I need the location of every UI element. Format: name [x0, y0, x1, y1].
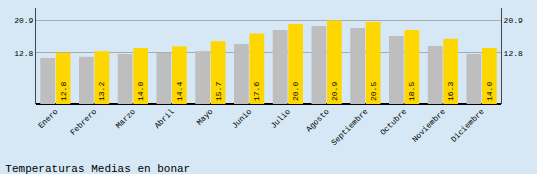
svg-text:15.7: 15.7 [214, 82, 223, 101]
svg-text:Octubre: Octubre [378, 107, 408, 137]
svg-text:14.0: 14.0 [485, 82, 494, 101]
svg-text:20.9: 20.9 [504, 16, 523, 25]
svg-text:12.8: 12.8 [59, 82, 68, 101]
svg-text:17.6: 17.6 [252, 82, 261, 101]
svg-text:Mayo: Mayo [195, 107, 215, 127]
svg-text:20.5: 20.5 [369, 82, 378, 101]
svg-text:12.8: 12.8 [504, 49, 523, 58]
svg-text:Marzo: Marzo [114, 107, 137, 130]
svg-text:20.9: 20.9 [330, 82, 339, 101]
svg-text:16.3: 16.3 [446, 82, 455, 101]
svg-text:Enero: Enero [36, 107, 59, 130]
svg-text:Junio: Junio [230, 107, 253, 130]
svg-text:Noviembre: Noviembre [410, 107, 447, 144]
svg-text:13.2: 13.2 [97, 82, 106, 101]
svg-text:Septiembre: Septiembre [329, 107, 369, 147]
svg-text:14.4: 14.4 [175, 82, 184, 101]
svg-text:Julio: Julio [269, 107, 292, 130]
svg-text:Temperaturas Medias en bonar: Temperaturas Medias en bonar [5, 163, 190, 174]
svg-text:14.0: 14.0 [136, 82, 145, 101]
svg-text:20.9: 20.9 [14, 16, 33, 25]
svg-text:Diciembre: Diciembre [449, 107, 486, 144]
svg-text:18.5: 18.5 [407, 82, 416, 101]
svg-text:20.0: 20.0 [291, 82, 300, 101]
svg-text:12.8: 12.8 [14, 49, 33, 58]
svg-text:Agosto: Agosto [304, 107, 331, 134]
svg-text:Febrero: Febrero [68, 107, 98, 137]
svg-text:Abril: Abril [153, 107, 176, 130]
